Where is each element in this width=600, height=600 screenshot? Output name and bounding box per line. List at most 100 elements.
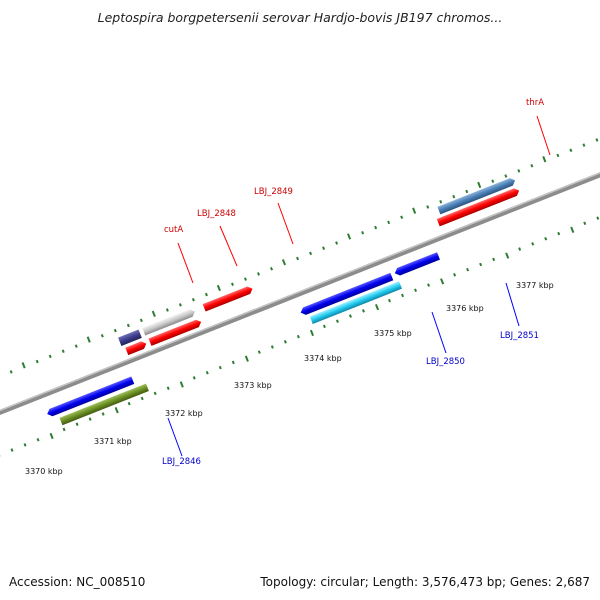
minor-tick-mark: [140, 396, 144, 401]
lower-tick-ring: [0, 216, 600, 457]
minor-tick-mark: [596, 216, 600, 220]
gene-LBJ_2851[interactable]: [393, 252, 440, 277]
minor-tick-mark: [296, 334, 300, 339]
minor-tick-mark: [361, 309, 365, 313]
minor-tick-mark: [557, 231, 561, 236]
gene-blue-reverse-2[interactable]: [299, 272, 394, 317]
minor-tick-mark: [583, 221, 587, 226]
label-leaders: [167, 115, 551, 457]
minor-tick-mark: [426, 205, 430, 209]
major-tick-mark: [151, 310, 156, 317]
gene-red-forward-1[interactable]: [148, 318, 203, 346]
gene-LBJ_2848[interactable]: [142, 308, 196, 336]
minor-tick-mark: [453, 273, 457, 277]
minor-tick-mark: [427, 283, 431, 287]
major-tick-mark: [505, 252, 510, 259]
label-LBJ_2851[interactable]: LBJ_2851: [500, 331, 539, 341]
gene-blue-reverse-1[interactable]: [46, 376, 135, 417]
minor-tick-mark: [61, 349, 65, 354]
minor-tick-mark: [257, 272, 260, 276]
minor-tick-mark: [270, 345, 274, 349]
minor-tick-mark: [88, 417, 92, 421]
major-tick-mark: [49, 432, 54, 440]
minor-tick-mark: [518, 247, 522, 251]
minor-tick-mark: [439, 200, 443, 204]
minor-tick-mark: [544, 236, 548, 241]
major-tick-mark: [375, 303, 380, 311]
gene-red-forward-2[interactable]: [202, 285, 254, 312]
label-LBJ_2849[interactable]: LBJ_2849: [254, 187, 293, 197]
minor-tick-mark: [218, 365, 222, 370]
minor-tick-mark: [479, 262, 483, 267]
gene-cutA[interactable]: [118, 329, 142, 346]
minor-tick-mark: [569, 148, 573, 153]
minor-tick-mark: [322, 246, 326, 250]
tick-label-3374: 3374 kbp: [304, 354, 342, 363]
minor-tick-mark: [387, 220, 391, 225]
minor-tick-mark: [283, 340, 287, 344]
minor-tick-mark: [335, 319, 339, 323]
major-tick-mark: [570, 226, 575, 233]
kbp-tick-labels: 3370 kbp 3371 kbp 3372 kbp 3373 kbp 3374…: [25, 281, 554, 476]
tick-label-3373: 3373 kbp: [234, 381, 272, 390]
tick-label-3371: 3371 kbp: [94, 437, 132, 446]
label-LBJ_2848[interactable]: LBJ_2848: [197, 209, 236, 219]
minor-tick-mark: [192, 376, 196, 380]
minor-tick-mark: [74, 344, 78, 348]
minor-tick-mark: [35, 359, 39, 364]
minor-tick-mark: [414, 288, 418, 293]
minor-tick-mark: [270, 267, 273, 271]
major-tick-mark: [179, 381, 184, 388]
major-tick-mark: [86, 336, 91, 343]
gene-LBJ_2850[interactable]: [309, 281, 402, 324]
gene-cutA-small[interactable]: [125, 340, 147, 356]
minor-tick-mark: [205, 370, 209, 375]
major-tick-mark: [412, 207, 417, 214]
minor-tick-mark: [531, 242, 535, 246]
minor-tick-mark: [374, 225, 378, 230]
minor-tick-mark: [530, 163, 534, 168]
minor-tick-mark: [491, 179, 495, 183]
major-tick-mark: [477, 181, 482, 189]
minor-tick-mark: [178, 303, 182, 307]
minor-tick-mark: [113, 328, 117, 333]
tick-label-3376: 3376 kbp: [446, 304, 484, 313]
minor-tick-mark: [10, 448, 14, 452]
minor-tick-mark: [127, 401, 131, 406]
topology-stats-text: Topology: circular; Length: 3,576,473 bp…: [260, 575, 590, 589]
minor-tick-mark: [75, 422, 79, 427]
major-tick-mark: [114, 407, 119, 414]
major-tick-mark: [309, 329, 314, 337]
minor-tick-mark: [100, 334, 104, 338]
map-title: Leptospira borgpetersenii serovar Hardjo…: [97, 10, 503, 25]
minor-tick-mark: [126, 323, 130, 328]
label-thrA[interactable]: thrA: [526, 98, 544, 108]
label-LBJ_2846[interactable]: LBJ_2846: [162, 457, 201, 467]
minor-tick-mark: [348, 314, 352, 318]
minor-tick-mark: [361, 230, 365, 235]
minor-tick-mark: [556, 153, 560, 158]
minor-tick-mark: [9, 370, 13, 374]
gene-red-forward-3[interactable]: [436, 187, 521, 227]
label-cutA[interactable]: cutA: [164, 225, 183, 235]
upper-tick-ring: [9, 138, 599, 374]
major-tick-mark: [21, 362, 26, 369]
minor-tick-mark: [452, 194, 456, 199]
minor-tick-mark: [166, 386, 170, 390]
major-tick-mark: [244, 355, 249, 362]
minor-tick-mark: [388, 298, 391, 303]
minor-tick-mark: [296, 256, 300, 261]
gene-thrA[interactable]: [437, 177, 516, 215]
minor-tick-mark: [230, 282, 234, 287]
chromosome-backbone: [0, 108, 600, 481]
gene-LBJ_2846[interactable]: [59, 383, 149, 426]
minor-tick-mark: [191, 297, 195, 302]
label-LBJ_2850[interactable]: LBJ_2850: [426, 357, 465, 367]
minor-tick-mark: [309, 251, 313, 256]
minor-tick-mark: [504, 174, 508, 178]
tick-label-3377: 3377 kbp: [516, 281, 554, 290]
major-tick-mark: [281, 259, 287, 266]
minor-tick-mark: [400, 215, 404, 220]
minor-tick-mark: [517, 169, 521, 173]
